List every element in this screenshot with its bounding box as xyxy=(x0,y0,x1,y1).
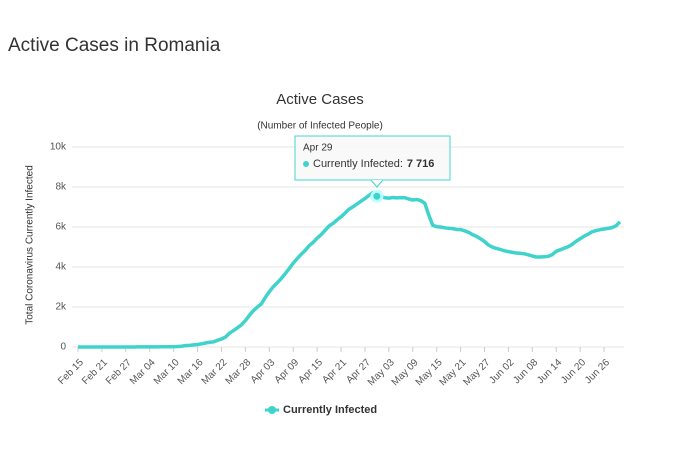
x-tick-label: Jun 08 xyxy=(511,357,540,386)
y-tick-label: 10k xyxy=(50,142,67,153)
x-tick-label: Apr 21 xyxy=(320,357,349,386)
y-tick-label: 4k xyxy=(55,262,67,273)
y-tick-label: 0 xyxy=(60,342,66,353)
page-heading: Active Cases in Romania xyxy=(8,35,221,56)
tooltip-series: Currently Infected: xyxy=(313,158,403,170)
tooltip-date: Apr 29 xyxy=(303,143,333,154)
x-tick-label: Mar 22 xyxy=(200,357,230,387)
y-axis-label: Total Coronavirus Currently Infected xyxy=(25,165,36,325)
tooltip-pointer xyxy=(370,179,384,188)
tooltip-dot xyxy=(303,161,309,167)
hover-point xyxy=(370,189,384,203)
y-tick-label: 6k xyxy=(55,222,67,233)
tooltip-value: 7 716 xyxy=(407,158,435,170)
tooltip-box xyxy=(294,135,451,181)
data-line xyxy=(78,190,622,349)
legend-label: Currently Infected xyxy=(283,404,377,416)
x-tick-label: Apr 15 xyxy=(296,357,325,386)
x-tick-label: Mar 16 xyxy=(176,357,206,387)
x-tick-label: Jun 26 xyxy=(583,357,612,386)
tooltip-text: Currently Infected: 7 716 xyxy=(313,158,434,170)
x-tick-label: Feb 21 xyxy=(80,357,110,387)
x-tick-label: Jun 02 xyxy=(487,357,516,386)
x-tick-label: Jun 20 xyxy=(559,357,588,386)
x-tick-label: Feb 27 xyxy=(104,357,134,387)
y-tick-label: 2k xyxy=(55,302,67,313)
legend-marker xyxy=(268,406,276,414)
x-tick-label: Jun 14 xyxy=(535,357,564,386)
x-tick-label: Apr 03 xyxy=(249,357,278,386)
x-tick-label: Mar 04 xyxy=(128,357,158,387)
chart-title: Active Cases xyxy=(276,91,364,108)
x-tick-label: Mar 28 xyxy=(224,357,254,387)
y-tick-label: 8k xyxy=(55,182,67,193)
chart-subtitle: (Number of Infected People) xyxy=(257,121,383,132)
x-tick-label: Mar 10 xyxy=(152,357,182,387)
x-tick-label: May 27 xyxy=(462,357,493,388)
x-tick-label: Apr 09 xyxy=(273,357,302,386)
x-tick-label: Feb 15 xyxy=(56,357,86,387)
